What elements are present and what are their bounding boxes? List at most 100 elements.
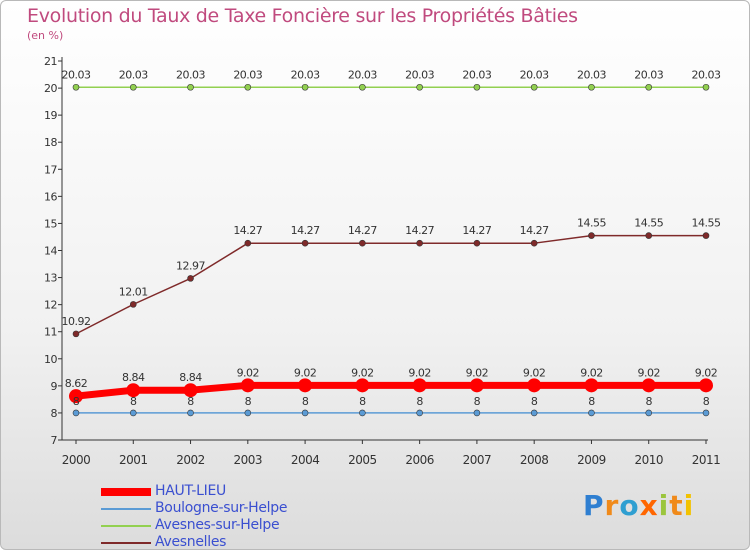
- data-label-avesnes-sur-helpe: 20.03: [62, 68, 91, 81]
- x-tick-label: 2008: [520, 453, 549, 467]
- data-label-avesnes-sur-helpe: 20.03: [520, 68, 549, 81]
- data-point-boulogne-sur-helpe: [473, 409, 481, 417]
- data-point-avesnelles: [530, 239, 538, 247]
- data-point-haut-lieu: [699, 378, 713, 393]
- data-label-avesnes-sur-helpe: 20.03: [692, 68, 721, 81]
- data-label-haut-lieu: 9.02: [408, 366, 431, 379]
- logo-letter: t: [669, 489, 684, 522]
- data-point-boulogne-sur-helpe: [645, 409, 653, 417]
- data-label-avesnelles: 14.27: [462, 224, 491, 237]
- x-tick-label: 2000: [62, 453, 91, 467]
- data-label-boulogne-sur-helpe: 8: [645, 395, 652, 408]
- data-point-avesnes-sur-helpe: [530, 83, 538, 91]
- data-point-haut-lieu: [183, 383, 198, 398]
- x-tick-label: 2009: [577, 453, 606, 467]
- data-point-boulogne-sur-helpe: [416, 409, 423, 417]
- data-point-avesnes-sur-helpe: [301, 83, 309, 91]
- y-tick-label: 8: [51, 407, 58, 420]
- data-point-avesnes-sur-helpe: [645, 83, 653, 91]
- chart-title: Evolution du Taux de Taxe Foncière sur l…: [27, 5, 578, 27]
- data-label-avesnes-sur-helpe: 20.03: [348, 68, 377, 81]
- data-label-haut-lieu: 9.02: [237, 366, 260, 379]
- y-tick-label: 7: [51, 434, 58, 447]
- y-tick-label: 19: [44, 109, 57, 122]
- data-point-avesnes-sur-helpe: [359, 83, 366, 91]
- data-label-boulogne-sur-helpe: 8: [531, 395, 538, 408]
- data-point-haut-lieu: [469, 378, 484, 393]
- data-point-avesnelles: [588, 232, 595, 239]
- data-point-avesnelles: [702, 232, 710, 239]
- data-label-haut-lieu: 9.02: [294, 366, 317, 379]
- data-point-boulogne-sur-helpe: [72, 409, 80, 417]
- y-tick-label: 15: [44, 217, 57, 230]
- data-label-avesnelles: 14.55: [634, 217, 663, 230]
- data-label-avesnelles: 10.92: [62, 315, 91, 328]
- x-tick-label: 2007: [463, 453, 492, 467]
- series-line-avesnelles: [75, 234, 707, 335]
- data-label-avesnes-sur-helpe: 20.03: [634, 68, 663, 81]
- logo-letter: i: [658, 489, 670, 522]
- data-point-avesnes-sur-helpe: [129, 83, 137, 91]
- data-point-haut-lieu: [69, 389, 83, 404]
- data-point-avesnelles: [359, 239, 366, 247]
- y-tick-label: 21: [44, 55, 57, 68]
- x-tick-label: 2005: [348, 453, 377, 467]
- data-point-haut-lieu: [298, 378, 313, 393]
- x-tick-label: 2004: [291, 453, 320, 467]
- data-label-avesnelles: 14.27: [348, 224, 377, 237]
- chart-subtitle: (en %): [27, 29, 64, 42]
- data-label-haut-lieu: 9.02: [695, 366, 718, 379]
- data-label-avesnes-sur-helpe: 20.03: [291, 68, 320, 81]
- legend-swatch-haut-lieu: [101, 488, 151, 496]
- data-point-boulogne-sur-helpe: [588, 409, 595, 417]
- y-tick-label: 10: [44, 353, 57, 366]
- data-label-haut-lieu: 9.02: [637, 366, 660, 379]
- data-label-boulogne-sur-helpe: 8: [73, 395, 80, 408]
- data-label-boulogne-sur-helpe: 8: [588, 395, 595, 408]
- data-point-avesnelles: [416, 239, 423, 247]
- data-point-avesnelles: [129, 301, 137, 308]
- data-point-boulogne-sur-helpe: [129, 409, 137, 417]
- data-label-avesnes-sur-helpe: 20.03: [577, 68, 606, 81]
- data-label-boulogne-sur-helpe: 8: [416, 395, 423, 408]
- logo-letter: P: [583, 489, 605, 522]
- data-label-boulogne-sur-helpe: 8: [703, 395, 710, 408]
- logo-letter: x: [639, 489, 659, 522]
- data-point-boulogne-sur-helpe: [244, 409, 252, 417]
- data-label-haut-lieu: 9.02: [523, 366, 546, 379]
- x-tick-label: 2001: [119, 453, 148, 467]
- data-label-avesnes-sur-helpe: 20.03: [119, 68, 148, 81]
- data-point-haut-lieu: [412, 378, 427, 393]
- data-point-avesnes-sur-helpe: [72, 83, 80, 91]
- data-label-avesnelles: 14.27: [291, 224, 320, 237]
- data-label-boulogne-sur-helpe: 8: [359, 395, 366, 408]
- data-label-haut-lieu: 9.02: [351, 366, 374, 379]
- data-label-boulogne-sur-helpe: 8: [474, 395, 481, 408]
- data-point-avesnes-sur-helpe: [473, 83, 481, 91]
- x-tick-label: 2002: [176, 453, 205, 467]
- series-line-haut-lieu: [72, 381, 710, 400]
- data-point-avesnes-sur-helpe: [416, 83, 423, 91]
- data-label-haut-lieu: 8.84: [179, 371, 202, 384]
- data-label-avesnes-sur-helpe: 20.03: [233, 68, 262, 81]
- data-point-haut-lieu: [527, 378, 542, 393]
- data-point-boulogne-sur-helpe: [702, 409, 710, 417]
- x-tick-label: 2003: [234, 453, 263, 467]
- legend-label: Avesnes-sur-Helpe: [155, 517, 280, 533]
- y-tick-label: 18: [44, 136, 57, 149]
- data-point-avesnelles: [72, 330, 80, 338]
- y-tick-label: 12: [44, 299, 57, 312]
- data-label-avesnelles: 12.01: [119, 285, 148, 298]
- data-point-avesnes-sur-helpe: [702, 83, 710, 91]
- data-point-avesnelles: [473, 239, 481, 247]
- data-point-avesnelles: [187, 275, 194, 282]
- data-label-avesnes-sur-helpe: 20.03: [405, 68, 434, 81]
- legend-swatch-avesnes-sur-helpe: [101, 525, 151, 527]
- data-point-haut-lieu: [355, 378, 370, 393]
- data-point-avesnelles: [301, 239, 309, 247]
- data-point-avesnes-sur-helpe: [187, 83, 194, 91]
- data-point-haut-lieu: [240, 378, 255, 393]
- data-label-haut-lieu: 8.84: [122, 371, 145, 384]
- data-label-avesnelles: 14.27: [233, 224, 262, 237]
- y-tick-label: 14: [44, 245, 57, 258]
